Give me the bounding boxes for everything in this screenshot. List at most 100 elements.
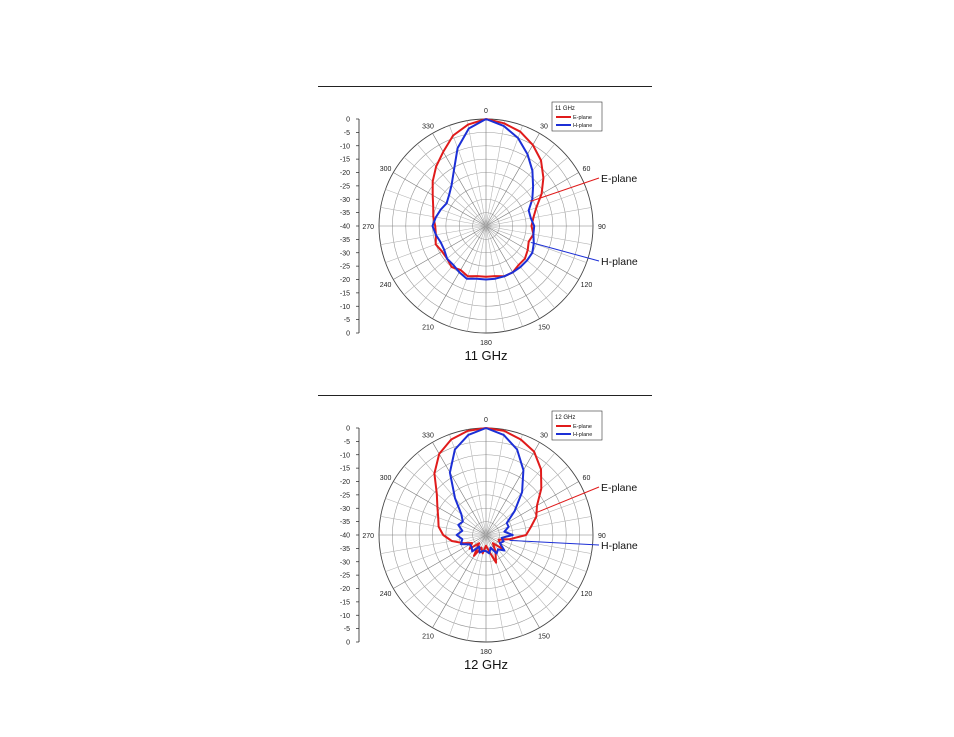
grid-spoke bbox=[393, 225, 487, 280]
angle-tick-label: 90 bbox=[598, 224, 606, 231]
legend-label: E-plane bbox=[573, 424, 592, 430]
angle-tick-label: 30 bbox=[540, 433, 548, 440]
db-tick-label: -20 bbox=[340, 479, 350, 486]
annotation-leader bbox=[509, 539, 600, 546]
grid-spoke bbox=[403, 465, 487, 536]
db-tick-label: -10 bbox=[340, 452, 350, 459]
db-tick-label: 0 bbox=[346, 117, 350, 124]
angle-tick-label: 120 bbox=[581, 282, 593, 289]
db-tick-label: 0 bbox=[346, 426, 350, 433]
legend-title: 12 GHz bbox=[555, 415, 575, 421]
polar-chart-11ghz: 0 30 60 90 120 150 180 210 240 270 300 330 0 -5 -10 -15… bbox=[318, 86, 654, 376]
angle-tick-label: 0 bbox=[484, 108, 488, 115]
angle-tick-label: 30 bbox=[540, 124, 548, 131]
grid-spoke bbox=[485, 125, 523, 227]
top-rule bbox=[318, 395, 652, 396]
grid-spoke bbox=[380, 534, 487, 554]
db-tick-label: -25 bbox=[340, 573, 350, 580]
grid-spoke bbox=[485, 442, 540, 536]
angle-tick-label: 60 bbox=[583, 475, 591, 482]
angle-tick-label: 270 bbox=[362, 533, 374, 540]
db-tick-label: -25 bbox=[340, 492, 350, 499]
angle-tick-label: 90 bbox=[598, 533, 606, 540]
db-tick-label: 0 bbox=[346, 640, 350, 647]
angle-tick-label: 330 bbox=[422, 433, 434, 440]
db-tick-label: -20 bbox=[340, 586, 350, 593]
grid-spoke bbox=[485, 225, 592, 245]
grid-spoke bbox=[393, 172, 487, 227]
db-tick-label: -10 bbox=[340, 143, 350, 150]
annotation-label: H-plane bbox=[601, 540, 638, 552]
grid-spoke bbox=[485, 133, 540, 227]
db-tick-label: -40 bbox=[340, 224, 350, 231]
polar-chart-12ghz: 0 30 60 90 120 150 180 210 240 270 300 330 0 -5 -10 -15… bbox=[318, 395, 654, 685]
grid-spoke bbox=[449, 125, 487, 227]
annotation-label: E-plane bbox=[601, 173, 637, 185]
angle-tick-label: 210 bbox=[422, 633, 434, 640]
grid-spoke bbox=[432, 442, 487, 536]
series-line-h-plane bbox=[431, 118, 536, 281]
series-line-e-plane bbox=[431, 118, 545, 278]
legend-label: H-plane bbox=[573, 432, 592, 438]
grid-spoke bbox=[467, 120, 487, 227]
series-line-e-plane bbox=[433, 427, 543, 564]
chart-caption: 12 GHz bbox=[463, 657, 509, 672]
db-tick-label: -25 bbox=[340, 183, 350, 190]
grid-spoke bbox=[385, 189, 487, 227]
legend-label: H-plane bbox=[573, 123, 592, 129]
top-rule bbox=[318, 86, 652, 87]
grid-spoke bbox=[385, 534, 487, 572]
annotation-label: H-plane bbox=[601, 256, 638, 268]
angle-tick-label: 240 bbox=[380, 591, 392, 598]
db-tick-label: -15 bbox=[340, 599, 350, 606]
angle-tick-label: 150 bbox=[538, 324, 550, 331]
grid-spoke bbox=[393, 481, 487, 536]
chart-caption: 11 GHz bbox=[464, 348, 508, 363]
db-tick-label: -5 bbox=[344, 317, 350, 324]
legend-title: 11 GHz bbox=[555, 106, 575, 112]
grid-spoke bbox=[485, 434, 523, 536]
grid-spoke bbox=[485, 465, 569, 536]
polar-plot-12ghz: 0 30 60 90 120 150 180 210 240 270 300 330 0 -5 -10 -15… bbox=[340, 410, 638, 656]
angle-tick-label: 300 bbox=[380, 475, 392, 482]
db-tick-label: 0 bbox=[346, 331, 350, 338]
grid-spoke bbox=[485, 156, 569, 227]
db-tick-label: -5 bbox=[344, 130, 350, 137]
db-tick-label: -10 bbox=[340, 304, 350, 311]
db-tick-label: -5 bbox=[344, 439, 350, 446]
angle-tick-label: 120 bbox=[581, 591, 593, 598]
series-line-h-plane bbox=[448, 427, 525, 555]
db-tick-label: -30 bbox=[340, 197, 350, 204]
db-tick-label: -35 bbox=[340, 237, 350, 244]
db-tick-label: -35 bbox=[340, 210, 350, 217]
polar-plot-11ghz: 0 30 60 90 120 150 180 210 240 270 300 330 0 -5 -10 -15… bbox=[340, 101, 638, 347]
angle-tick-label: 180 bbox=[480, 340, 492, 347]
angle-tick-label: 300 bbox=[380, 166, 392, 173]
db-tick-label: -30 bbox=[340, 250, 350, 257]
db-tick-label: -35 bbox=[340, 519, 350, 526]
grid-spoke bbox=[403, 156, 487, 227]
grid-spoke bbox=[416, 452, 487, 536]
annotation-label: E-plane bbox=[601, 482, 637, 494]
angle-tick-label: 210 bbox=[422, 324, 434, 331]
db-tick-label: -15 bbox=[340, 157, 350, 164]
angle-tick-label: 330 bbox=[422, 124, 434, 131]
grid-spoke bbox=[380, 516, 487, 536]
db-tick-label: -40 bbox=[340, 533, 350, 540]
db-tick-label: -30 bbox=[340, 506, 350, 513]
grid-spoke bbox=[380, 225, 487, 245]
angle-tick-label: 150 bbox=[538, 633, 550, 640]
grid-spoke bbox=[485, 207, 592, 227]
legend-label: E-plane bbox=[573, 115, 592, 121]
angle-tick-label: 0 bbox=[484, 417, 488, 424]
db-tick-label: -15 bbox=[340, 290, 350, 297]
angle-tick-label: 240 bbox=[380, 282, 392, 289]
db-tick-label: -35 bbox=[340, 546, 350, 553]
db-tick-label: -20 bbox=[340, 277, 350, 284]
grid-spoke bbox=[432, 133, 487, 227]
angle-tick-label: 180 bbox=[480, 649, 492, 656]
grid-spoke bbox=[485, 143, 556, 227]
db-tick-label: -10 bbox=[340, 613, 350, 620]
grid-spoke bbox=[467, 429, 487, 536]
annotation-leader bbox=[531, 242, 600, 262]
